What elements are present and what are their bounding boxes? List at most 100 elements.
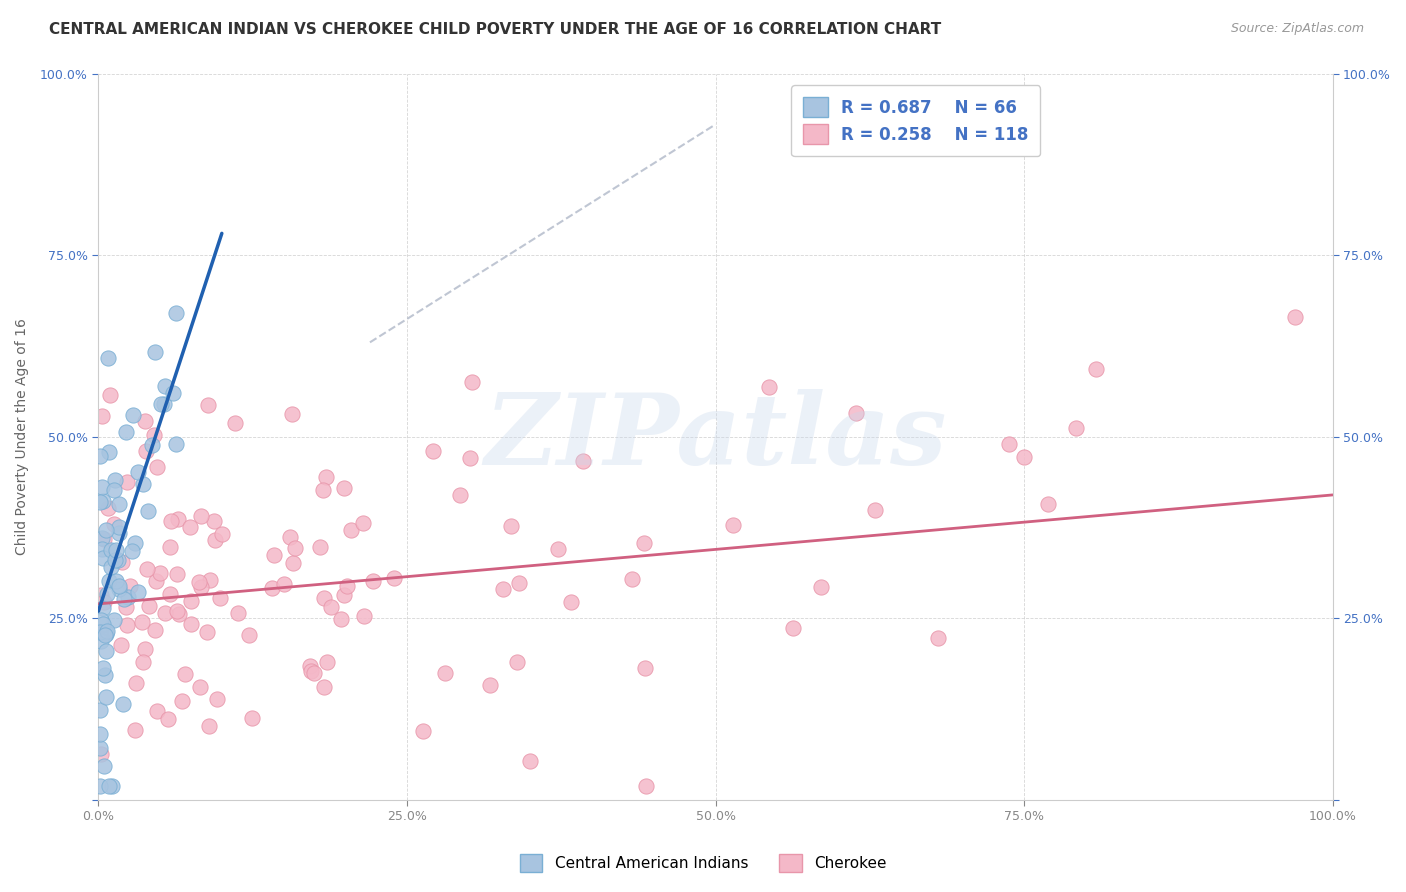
- Point: [94, 627, 117, 641]
- Point: [572, 454, 595, 468]
- Y-axis label: Child Poverty Under the Age of 16: Child Poverty Under the Age of 16: [15, 318, 30, 555]
- Point: [124, 536, 146, 550]
- Point: [127, 465, 149, 479]
- Point: [316, 655, 339, 669]
- Point: [1064, 421, 1087, 435]
- Point: [114, 599, 136, 614]
- Point: [90, 747, 112, 761]
- Point: [94, 690, 117, 704]
- Point: [97, 444, 120, 458]
- Point: [138, 504, 160, 518]
- Point: [167, 607, 190, 621]
- Text: CENTRAL AMERICAN INDIAN VS CHEROKEE CHILD POVERTY UNDER THE AGE OF 16 CORRELATIO: CENTRAL AMERICAN INDIAN VS CHEROKEE CHIL…: [49, 22, 942, 37]
- Text: Source: ZipAtlas.com: Source: ZipAtlas.com: [1230, 22, 1364, 36]
- Point: [340, 524, 363, 538]
- Point: [211, 527, 233, 541]
- Point: [166, 567, 188, 582]
- Point: [96, 587, 118, 601]
- Point: [633, 536, 655, 550]
- Point: [90, 613, 112, 627]
- Point: [143, 623, 166, 637]
- Point: [93, 532, 115, 546]
- Point: [135, 444, 157, 458]
- Point: [94, 643, 117, 657]
- Point: [117, 475, 139, 490]
- Point: [1284, 310, 1306, 324]
- Point: [179, 519, 201, 533]
- Point: [94, 668, 117, 682]
- Point: [149, 566, 172, 580]
- Point: [103, 516, 125, 531]
- Point: [145, 574, 167, 589]
- Point: [262, 581, 284, 595]
- Point: [636, 779, 658, 793]
- Point: [132, 655, 155, 669]
- Point: [149, 396, 172, 410]
- Point: [112, 591, 135, 606]
- Point: [90, 634, 112, 648]
- Point: [278, 530, 301, 544]
- Point: [335, 579, 357, 593]
- Point: [107, 497, 129, 511]
- Point: [97, 351, 120, 366]
- Legend: R = 0.687    N = 66, R = 0.258    N = 118: R = 0.687 N = 66, R = 0.258 N = 118: [792, 86, 1040, 156]
- Point: [281, 556, 304, 570]
- Point: [198, 573, 221, 587]
- Point: [333, 588, 356, 602]
- Point: [97, 501, 120, 516]
- Point: [134, 641, 156, 656]
- Point: [104, 474, 127, 488]
- Point: [312, 483, 335, 497]
- Point: [94, 625, 117, 640]
- Point: [224, 416, 246, 430]
- Point: [159, 587, 181, 601]
- Point: [519, 754, 541, 768]
- Point: [240, 711, 263, 725]
- Point: [90, 480, 112, 494]
- Point: [458, 451, 481, 466]
- Point: [1036, 497, 1059, 511]
- Point: [174, 666, 197, 681]
- Point: [226, 606, 249, 620]
- Point: [121, 408, 143, 422]
- Point: [312, 591, 335, 606]
- Point: [143, 344, 166, 359]
- Point: [89, 703, 111, 717]
- Point: [132, 477, 155, 491]
- Point: [104, 574, 127, 588]
- Point: [142, 427, 165, 442]
- Point: [238, 628, 260, 642]
- Point: [100, 542, 122, 557]
- Point: [89, 625, 111, 640]
- Point: [91, 600, 114, 615]
- Point: [101, 779, 124, 793]
- Point: [120, 579, 142, 593]
- Point: [96, 624, 118, 639]
- Point: [422, 443, 444, 458]
- Point: [188, 574, 211, 589]
- Point: [127, 585, 149, 599]
- Point: [180, 617, 202, 632]
- Point: [309, 540, 332, 554]
- Point: [91, 409, 114, 424]
- Point: [89, 726, 111, 740]
- Point: [998, 437, 1021, 451]
- Legend: Central American Indians, Cherokee: Central American Indians, Cherokee: [512, 846, 894, 880]
- Point: [273, 576, 295, 591]
- Point: [166, 604, 188, 618]
- Point: [103, 483, 125, 498]
- Point: [98, 779, 121, 793]
- Point: [202, 514, 225, 528]
- Point: [93, 595, 115, 609]
- Point: [104, 543, 127, 558]
- Point: [134, 414, 156, 428]
- Text: ZIPatlas: ZIPatlas: [485, 389, 946, 485]
- Point: [93, 625, 115, 640]
- Point: [284, 541, 307, 555]
- Point: [91, 541, 114, 556]
- Point: [159, 540, 181, 554]
- Point: [146, 460, 169, 475]
- Point: [117, 590, 139, 604]
- Point: [353, 608, 375, 623]
- Point: [157, 712, 180, 726]
